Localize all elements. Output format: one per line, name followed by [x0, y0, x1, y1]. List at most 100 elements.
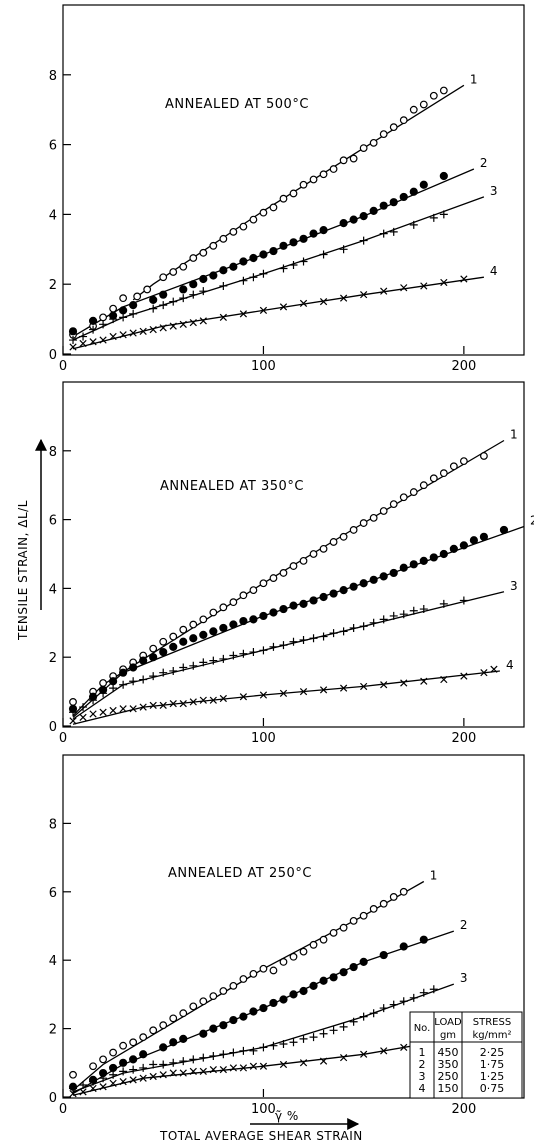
x-tick-label: 100 — [251, 1102, 276, 1117]
data-point — [379, 229, 388, 238]
data-point — [339, 586, 348, 595]
data-point — [369, 1009, 378, 1018]
data-point — [69, 698, 77, 706]
x-tick-label: 0 — [59, 1102, 67, 1117]
data-point — [109, 706, 117, 715]
data-point — [309, 981, 318, 990]
curve-label-3: 3 — [490, 184, 498, 198]
y-axis-title-group: TENSILE STRAIN, ΔL/L — [16, 438, 47, 641]
data-point — [359, 579, 368, 588]
y-tick-label: 4 — [49, 208, 57, 223]
data-point — [249, 1046, 258, 1055]
data-point — [169, 268, 178, 276]
data-point — [119, 331, 127, 339]
data-point — [219, 266, 228, 275]
data-point — [219, 694, 227, 703]
data-point — [79, 713, 87, 722]
data-point — [380, 1047, 388, 1055]
y-tick-label: 6 — [49, 886, 57, 901]
data-point — [179, 1057, 188, 1066]
data-point — [229, 227, 238, 236]
data-point — [369, 138, 378, 147]
data-point — [189, 620, 198, 629]
data-point — [419, 556, 428, 565]
curve-label-4: 4 — [490, 264, 498, 278]
y-tick-label: 2 — [49, 651, 57, 666]
y-tick-label: 4 — [49, 954, 57, 969]
data-point — [299, 299, 308, 308]
data-point — [319, 935, 328, 944]
data-point — [359, 622, 368, 631]
data-point — [329, 165, 338, 173]
curve-label-4: 4 — [506, 658, 514, 672]
table-cell: 150 — [438, 1082, 459, 1095]
data-point — [179, 262, 188, 271]
data-point — [139, 327, 147, 335]
data-point — [229, 651, 238, 660]
fit-line-1 — [72, 880, 425, 1091]
panel-title: ANNEALED AT 350°C — [160, 479, 304, 494]
data-point — [99, 1055, 107, 1064]
data-point — [259, 1003, 268, 1013]
data-point — [259, 250, 268, 259]
data-point — [259, 691, 268, 699]
table-header: No. — [414, 1023, 431, 1034]
data-point — [239, 975, 248, 983]
data-point — [409, 488, 418, 496]
table-cell: 1·75 — [480, 1058, 505, 1071]
data-point — [239, 257, 248, 266]
curve-label-2: 2 — [460, 918, 468, 932]
data-point — [439, 86, 448, 95]
x-tick-label: 100 — [251, 359, 276, 374]
curve-label-3: 3 — [460, 971, 468, 985]
data-point — [309, 229, 318, 238]
data-point — [319, 544, 328, 553]
data-point — [139, 1063, 148, 1072]
data-point — [99, 320, 108, 329]
data-point — [439, 171, 448, 181]
data-point — [109, 315, 118, 324]
fit-line-4 — [72, 670, 500, 725]
data-point — [429, 213, 438, 222]
data-point — [99, 336, 107, 344]
data-point — [360, 1050, 368, 1058]
data-point — [89, 696, 98, 705]
data-point — [289, 238, 298, 247]
data-point — [189, 280, 198, 289]
data-point — [209, 992, 218, 1001]
data-point — [149, 672, 158, 681]
data-point — [269, 246, 278, 256]
data-point — [389, 568, 398, 578]
data-point — [209, 271, 218, 280]
data-point — [319, 226, 328, 235]
series-1 — [69, 86, 448, 339]
curve-label-2: 2 — [480, 156, 488, 170]
data-point — [429, 553, 438, 562]
data-point — [88, 316, 98, 325]
data-point — [179, 285, 188, 294]
table-cell: 350 — [438, 1058, 459, 1071]
data-point — [89, 1084, 97, 1093]
data-point — [239, 693, 248, 701]
data-point — [269, 966, 278, 975]
y-tick-label: 8 — [49, 817, 57, 832]
y-tick-label: 0 — [49, 1091, 57, 1106]
data-point — [139, 675, 148, 684]
data-point — [119, 1067, 128, 1076]
data-point — [440, 675, 448, 684]
data-point — [309, 596, 318, 605]
data-point — [289, 637, 298, 646]
data-point — [319, 170, 328, 179]
data-point — [119, 1077, 127, 1086]
data-point — [449, 544, 458, 553]
data-point — [129, 1076, 137, 1084]
data-point — [319, 686, 328, 694]
data-point — [219, 1021, 228, 1030]
data-point — [289, 601, 298, 610]
data-point — [299, 180, 308, 189]
data-point — [359, 236, 368, 245]
data-point — [219, 654, 228, 663]
data-point — [129, 705, 137, 713]
data-point — [369, 206, 378, 216]
